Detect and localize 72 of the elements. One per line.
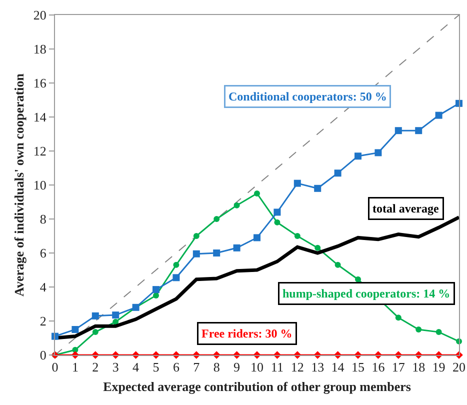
- x-tick-label: 13: [311, 360, 324, 375]
- x-axis-title: Expected average contribution of other group members: [103, 379, 411, 394]
- y-tick-label: 8: [40, 212, 46, 227]
- y-tick-label: 4: [40, 280, 47, 295]
- point: [254, 234, 260, 242]
- x-tick-label: 17: [392, 360, 406, 375]
- point: [72, 326, 79, 333]
- y-tick-label: 10: [33, 178, 46, 193]
- y-tick-label: 14: [33, 110, 47, 125]
- point: [112, 312, 120, 319]
- point: [92, 312, 99, 320]
- x-tick-label: 9: [234, 360, 240, 375]
- point: [314, 244, 321, 251]
- point: [152, 286, 160, 294]
- x-tick-label: 18: [412, 360, 426, 375]
- text: Conditional cooperators: 50 %: [228, 90, 387, 104]
- point: [415, 127, 422, 134]
- y-tick-label: 16: [33, 76, 47, 91]
- point: [233, 244, 240, 252]
- point: [153, 292, 159, 298]
- x-tick-label: 6: [172, 360, 180, 375]
- point: [274, 208, 281, 216]
- point: [274, 219, 280, 226]
- x-tick-label: 20: [452, 360, 466, 375]
- point: [314, 184, 322, 192]
- point: [193, 233, 200, 239]
- y-tick-label: 0: [40, 348, 46, 363]
- point: [395, 314, 402, 321]
- point: [374, 149, 382, 156]
- point: [92, 329, 98, 336]
- point: [214, 216, 220, 222]
- point: [173, 262, 180, 268]
- y-axis-title: Average of individuals' own cooperation: [11, 72, 26, 296]
- x-tick-label: 1: [72, 360, 78, 375]
- y-tick-label: 12: [33, 144, 46, 159]
- x-tick-label: 12: [290, 360, 304, 375]
- x-tick-label: 16: [372, 360, 386, 375]
- point: [435, 112, 442, 119]
- x-tick-label: 11: [270, 360, 284, 375]
- point: [334, 170, 342, 177]
- x-tick-label: 14: [331, 360, 345, 375]
- x-tick-label: 5: [152, 360, 160, 375]
- x-tick-label: 8: [213, 360, 220, 375]
- point: [354, 152, 362, 160]
- series-label: Free riders: 30 %: [202, 326, 292, 340]
- point: [355, 276, 361, 282]
- point: [192, 250, 200, 258]
- point: [213, 250, 220, 256]
- point: [294, 180, 301, 187]
- series-label: total average: [372, 202, 440, 216]
- x-tick-label: 10: [250, 360, 264, 375]
- point: [334, 262, 341, 268]
- x-tick-label: 19: [432, 360, 446, 375]
- x-tick-label: 4: [132, 360, 140, 375]
- x-tick-label: 7: [193, 360, 200, 375]
- y-tick-label: 20: [33, 8, 46, 23]
- series-label: hump-shaped cooperators: 14 %: [282, 286, 450, 300]
- x-tick-label: 0: [52, 360, 58, 375]
- x-tick-label: 3: [112, 360, 119, 375]
- y-tick-label: 2: [40, 314, 46, 329]
- point: [416, 326, 422, 332]
- point: [436, 329, 442, 336]
- point: [294, 233, 300, 239]
- y-tick-label: 18: [33, 42, 46, 57]
- point: [172, 274, 180, 282]
- point: [112, 318, 119, 325]
- y-tick-label: 6: [40, 246, 47, 261]
- point: [234, 202, 240, 208]
- x-tick-label: 15: [352, 360, 364, 375]
- point: [254, 190, 260, 196]
- x-tick-label: 2: [92, 360, 99, 375]
- point: [394, 127, 402, 134]
